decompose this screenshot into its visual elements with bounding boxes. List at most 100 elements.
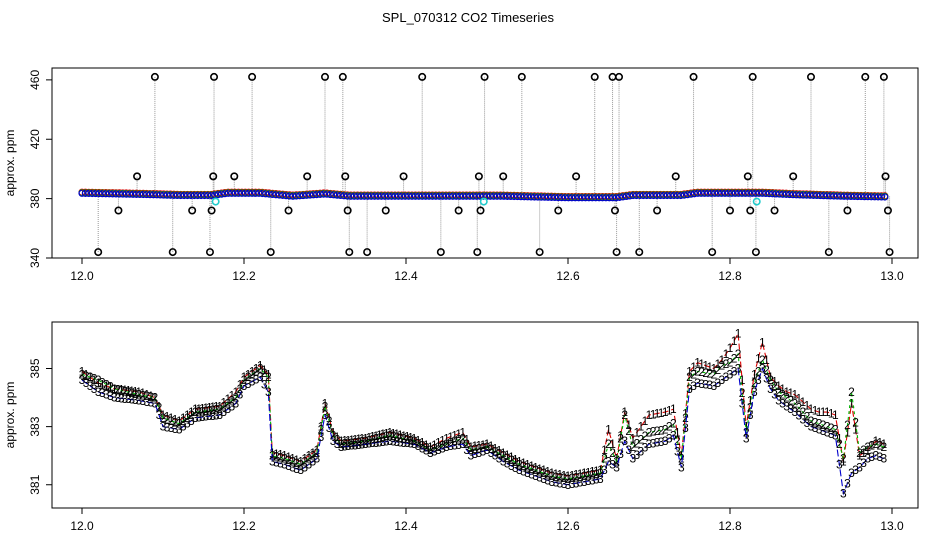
series-3-point: 3 — [322, 408, 329, 422]
sample-point-3 — [105, 190, 113, 198]
series-3-point: 3 — [184, 417, 191, 431]
series-1-point: 1 — [196, 402, 203, 416]
outlier-marker — [473, 248, 482, 257]
series-2-point: 2 — [601, 452, 608, 466]
sample-point-3 — [326, 190, 334, 199]
sample-point-3 — [238, 189, 246, 197]
series-1-point: 1 — [277, 448, 284, 462]
series-2-point: 2 — [787, 393, 794, 407]
series-1-point: 1 — [135, 385, 142, 399]
series-1-point: 1 — [386, 425, 393, 439]
sample-point-3 — [78, 189, 86, 197]
series-1-point: 1 — [553, 467, 560, 481]
series-2-point: 2 — [881, 440, 888, 454]
series-3-point: 3 — [393, 435, 400, 449]
outlier-marker — [499, 172, 508, 181]
series-1-point: 1 — [213, 400, 220, 414]
sample-point-3 — [262, 190, 270, 198]
series-2-point: 2 — [524, 460, 531, 474]
series-3-point: 3 — [670, 428, 677, 442]
sample-point-3 — [387, 192, 396, 200]
series-3-point: 3 — [844, 476, 851, 490]
sample-point-3 — [687, 190, 695, 198]
sample-point-3 — [575, 194, 583, 202]
series-3-point: 3 — [642, 441, 649, 455]
series-1-point: 1 — [642, 414, 649, 428]
series-3-point: 3 — [593, 473, 600, 487]
sample-point-3 — [663, 191, 671, 200]
sample-point-3 — [160, 191, 168, 199]
series-3-point: 3 — [91, 382, 98, 396]
series-2-point: 2 — [654, 424, 661, 438]
series-1-point: 1 — [383, 426, 390, 440]
series-3-point: 3 — [723, 370, 730, 384]
series-3-point: 3 — [411, 437, 418, 451]
sample-point-3 — [643, 191, 651, 200]
sample-point-3 — [194, 191, 202, 200]
x-tick-label: 12.8 — [718, 519, 742, 533]
sample-point-3 — [126, 190, 134, 198]
series-3-point: 3 — [168, 421, 175, 435]
sample-point-3 — [156, 191, 164, 199]
series-1-point: 1 — [352, 432, 359, 446]
series-1-point: 1 — [341, 434, 348, 448]
series-3-point: 3 — [791, 405, 798, 419]
series-3-point: 3 — [504, 457, 511, 471]
series-1-point: 1 — [723, 347, 730, 361]
series-2-point: 2 — [107, 380, 114, 394]
outlier-marker — [284, 206, 293, 215]
series-2-point: 2 — [115, 383, 122, 397]
series-2-point: 2 — [213, 403, 220, 417]
series-3-point: 3 — [467, 449, 474, 463]
series-1-point: 1 — [565, 469, 572, 483]
series-2-point: 2 — [338, 437, 345, 451]
series-1-point: 1 — [397, 428, 404, 442]
series-1-point: 1 — [820, 405, 827, 419]
outlier-marker — [883, 206, 892, 215]
outlier-marker — [338, 72, 347, 81]
series-2-point: 2 — [553, 470, 560, 484]
sample-point-3 — [245, 189, 253, 197]
series-3-point: 3 — [362, 437, 369, 451]
series-1-point: 1 — [439, 433, 446, 447]
outlier-marker — [188, 206, 197, 215]
series-2-point: 2 — [690, 367, 697, 381]
x-tick-label: 12.8 — [718, 269, 742, 283]
series-3-point: 3 — [369, 436, 376, 450]
sample-point-3 — [364, 192, 372, 200]
series-3-point: 3 — [739, 396, 746, 410]
sample-point-3 — [690, 190, 698, 198]
sample-point-3 — [177, 191, 185, 200]
outlier-marker — [725, 206, 734, 215]
sample-point-3 — [871, 193, 879, 201]
series-2-point: 2 — [397, 431, 404, 445]
sample-point-3 — [571, 194, 579, 202]
sample-point-3 — [367, 192, 375, 200]
sample-point-3 — [697, 189, 705, 197]
series-2-point: 2 — [613, 455, 620, 469]
series-3-point: 3 — [348, 439, 355, 453]
series-3-point: 3 — [249, 375, 256, 389]
cyan-marker — [752, 197, 761, 206]
series-3-point: 3 — [273, 455, 280, 469]
series-1-point: 1 — [674, 425, 681, 439]
series-3-point: 3 — [532, 469, 539, 483]
series-1-point: 1 — [224, 392, 231, 406]
sample-point-3 — [864, 193, 872, 201]
series-1-point: 1 — [702, 359, 709, 373]
series-3-point: 3 — [480, 444, 487, 458]
series-1-point: 1 — [334, 430, 341, 444]
sample-point-3 — [224, 189, 232, 197]
series-1-point: 1 — [164, 409, 171, 423]
series-3-point: 3 — [269, 455, 276, 469]
sample-point-3 — [541, 193, 549, 201]
sample-point-3 — [180, 191, 188, 200]
series-2-point: 2 — [427, 443, 434, 457]
series-2-point: 2 — [836, 437, 843, 451]
series-2-point: 2 — [727, 356, 734, 370]
outlier-marker — [743, 172, 752, 181]
series-3-point: 3 — [156, 408, 163, 422]
series-3-point: 3 — [196, 410, 203, 424]
series-1-point: 1 — [103, 379, 110, 393]
sample-point-3 — [803, 191, 811, 199]
